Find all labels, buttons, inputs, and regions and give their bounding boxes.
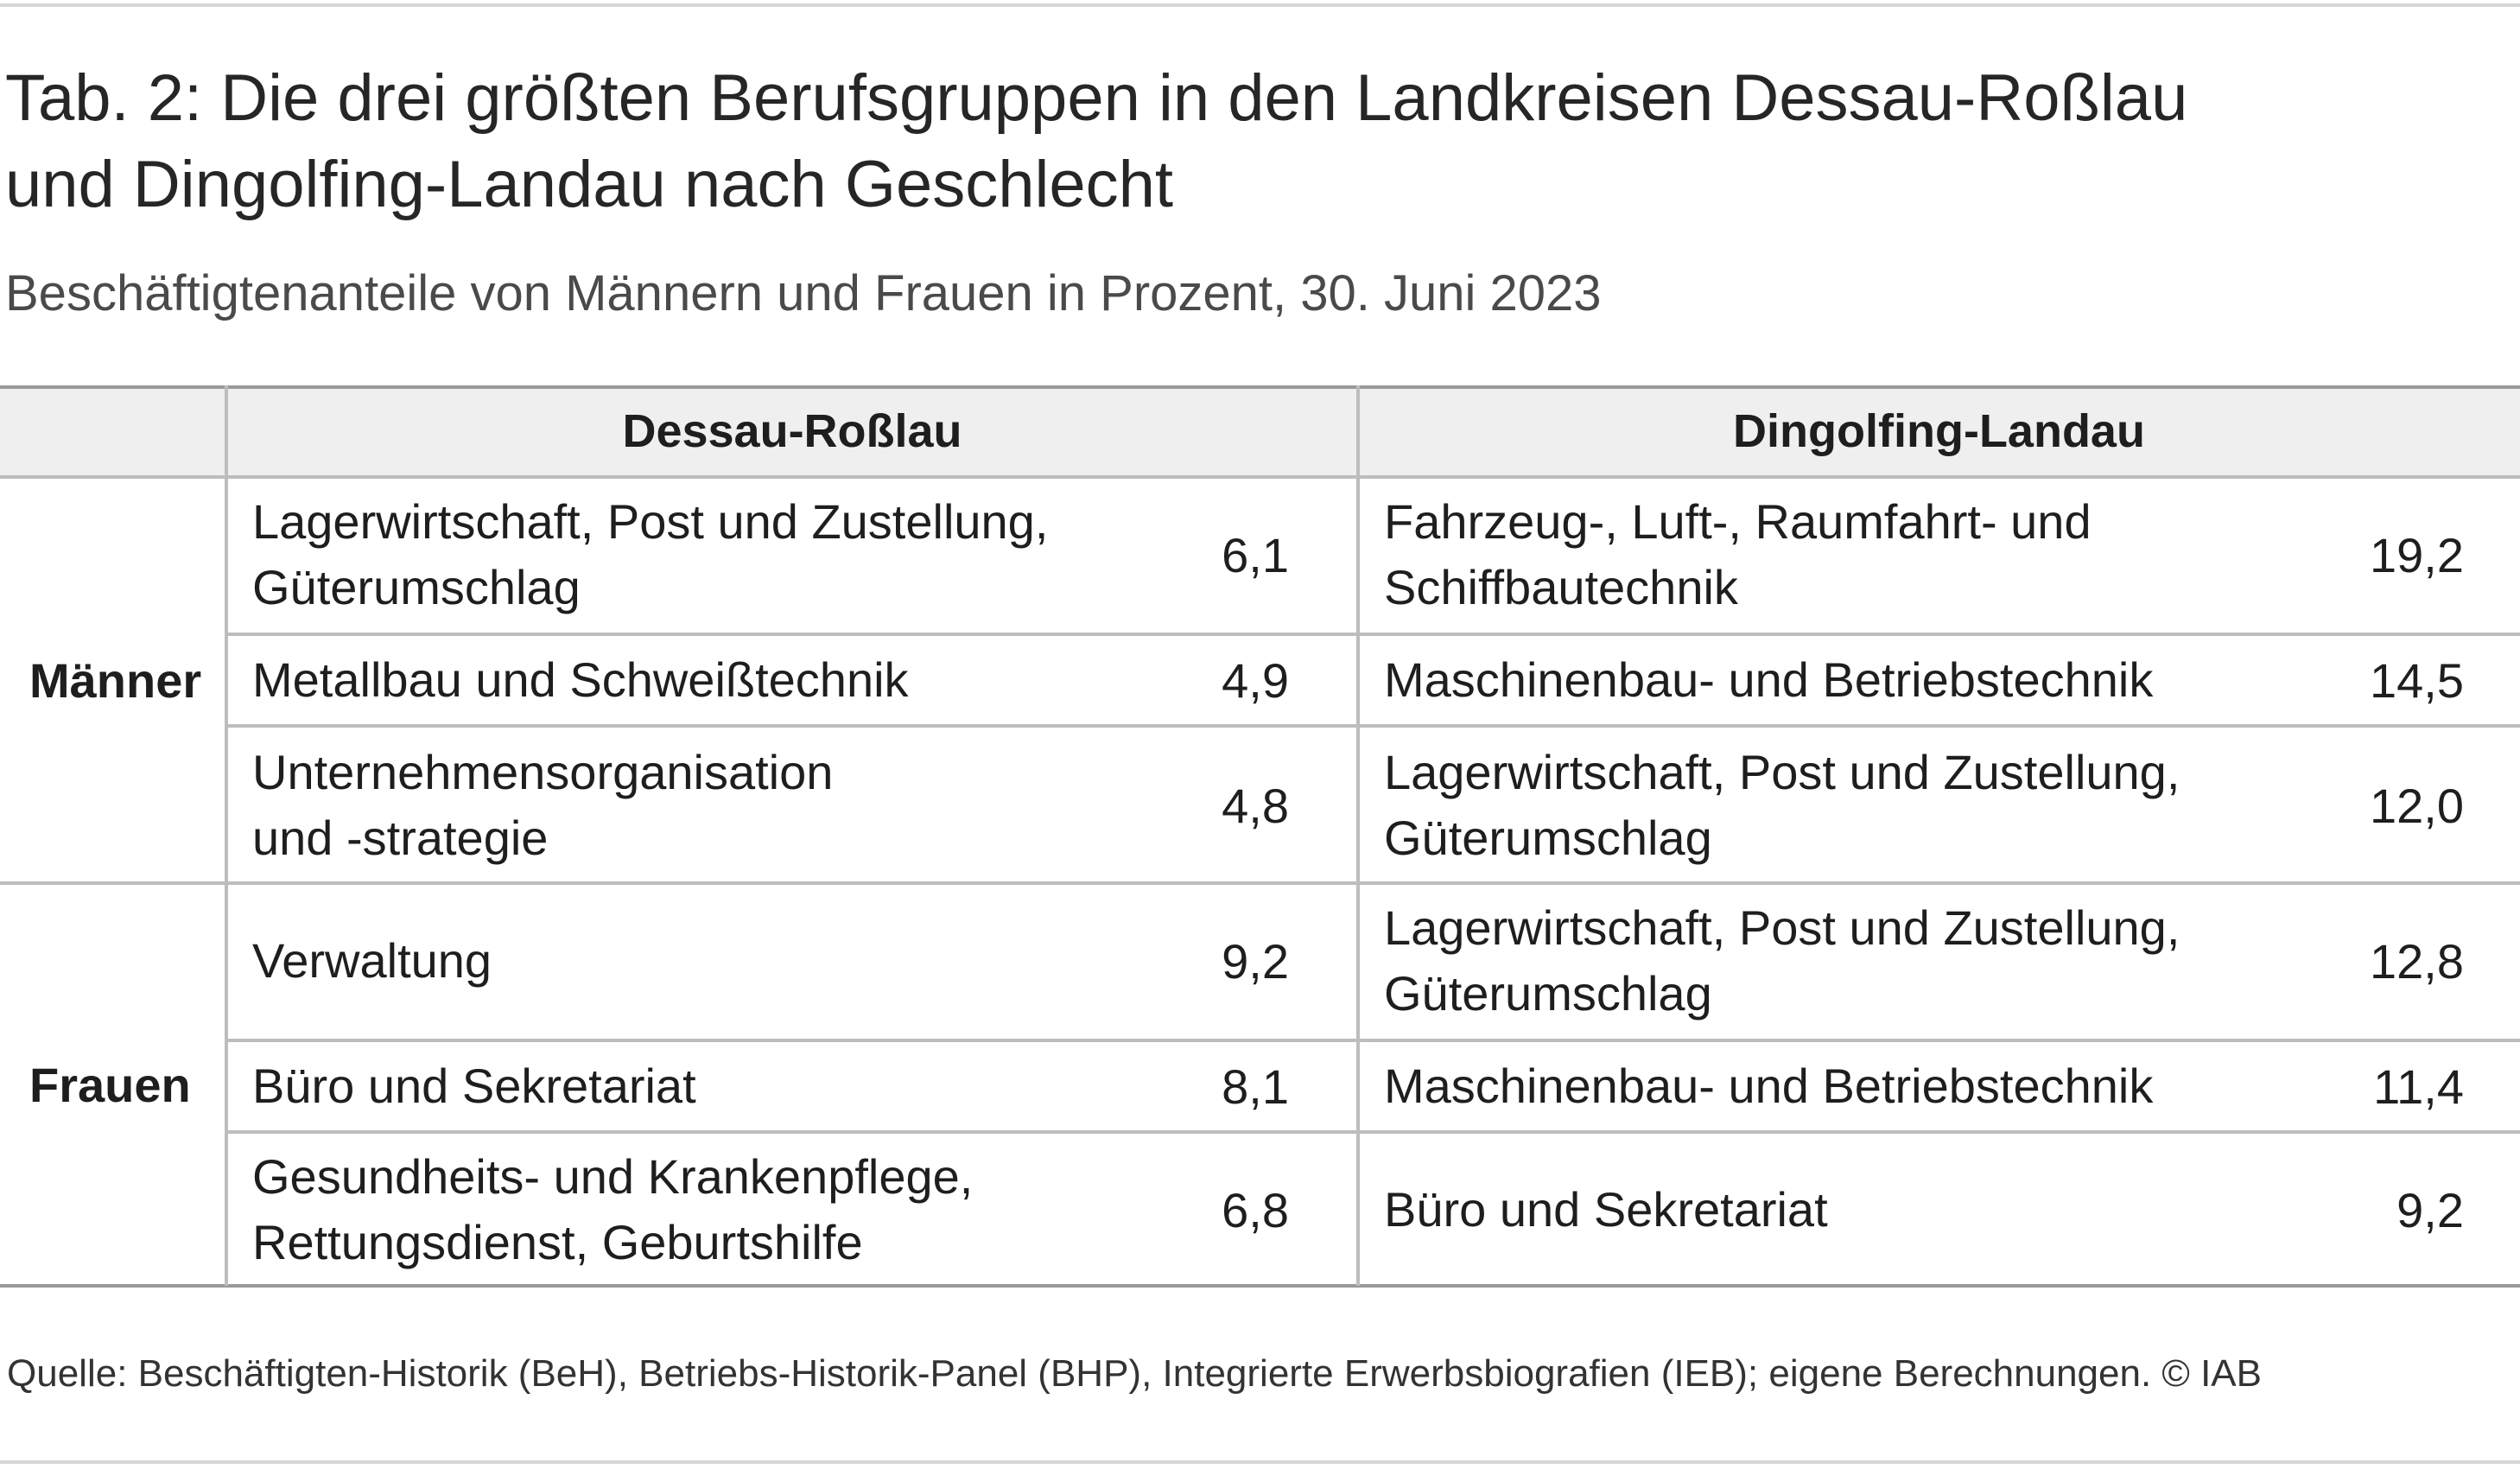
occupation-line: Güterumschlag — [252, 560, 581, 614]
title-line-2: und Dingolfing-Landau nach Geschlecht — [5, 148, 1174, 221]
occupation-line: Büro und Sekretariat — [252, 1059, 696, 1113]
table-cell-value: 12,0 — [2370, 778, 2464, 833]
table-cell-occupation: Maschinenbau- und Betriebstechnik — [1384, 636, 2334, 724]
table-cell-value: 8,1 — [1222, 1059, 1289, 1114]
table-cell-value: 19,2 — [2370, 527, 2464, 582]
table-header-row — [0, 385, 2520, 477]
occupation-line: Büro und Sekretariat — [1384, 1182, 1828, 1237]
source-note: Quelle: Beschäftigten-Historik (BeH), Be… — [7, 1352, 2262, 1395]
group-divider — [0, 881, 2520, 885]
table-cell-occupation: Metallbau und Schweißtechnik — [252, 636, 1203, 724]
occupation-line: Maschinenbau- und Betriebstechnik — [1384, 652, 2154, 707]
table-cell-occupation: Gesundheits- und Krankenpflege, Rettungsd… — [252, 1134, 1203, 1286]
table-cell-value: 6,1 — [1222, 527, 1289, 582]
table-title: Tab. 2: Die drei größten Berufsgruppen i… — [5, 55, 2493, 228]
occupation-line: Güterumschlag — [1384, 811, 1712, 865]
occupation-line: Schiffbautechnik — [1384, 560, 1738, 614]
table-cell-value: 6,8 — [1222, 1182, 1289, 1237]
table-cell-value: 11,4 — [2373, 1059, 2464, 1114]
occupation-line: Güterumschlag — [1384, 966, 1712, 1021]
column-divider — [1356, 385, 1360, 1286]
table-cell-occupation: Maschinenbau- und Betriebstechnik — [1384, 1042, 2334, 1130]
column-header-dessau: Dessau-Roßlau — [622, 405, 962, 457]
table-cell-occupation: Verwaltung — [252, 883, 1203, 1039]
column-divider — [225, 385, 228, 1286]
row-divider — [226, 1039, 2520, 1042]
table-bottom-border — [0, 1284, 2520, 1288]
occupation-line: Verwaltung — [252, 933, 492, 988]
occupation-line: Gesundheits- und Krankenpflege, — [252, 1149, 974, 1204]
occupation-table: Dessau-Roßlau Dingolfing-Landau Männer F… — [0, 385, 2520, 1288]
row-divider — [226, 633, 2520, 636]
table-cell-value: 12,8 — [2370, 933, 2464, 989]
group-label-maenner: Männer — [29, 652, 202, 708]
occupation-line: Fahrzeug-, Luft-, Raumfahrt- und — [1384, 494, 2092, 549]
table-top-border — [0, 385, 2520, 389]
occupation-line: Maschinenbau- und Betriebstechnik — [1384, 1059, 2154, 1113]
occupation-line: Unternehmensorganisation — [252, 745, 834, 799]
table-cell-occupation: Unternehmensorganisation und -strategie — [252, 728, 1203, 883]
occupation-line: Metallbau und Schweißtechnik — [252, 652, 909, 707]
top-rule — [0, 3, 2520, 7]
table-cell-occupation: Fahrzeug-, Luft-, Raumfahrt- und Schiffba… — [1384, 477, 2334, 633]
table-cell-value: 4,9 — [1222, 652, 1289, 708]
occupation-line: Lagerwirtschaft, Post und Zustellung, — [1384, 900, 2180, 955]
table-subtitle: Beschäftigtenanteile von Männern und Fra… — [5, 265, 1602, 321]
table-cell-occupation: Büro und Sekretariat — [252, 1042, 1203, 1130]
occupation-line: Lagerwirtschaft, Post und Zustellung, — [252, 494, 1049, 549]
table-cell-value: 4,8 — [1222, 778, 1289, 833]
occupation-line: und -strategie — [252, 811, 549, 865]
bottom-rule — [0, 1460, 2520, 1464]
table-cell-occupation: Büro und Sekretariat — [1384, 1134, 2334, 1286]
table-cell-occupation: Lagerwirtschaft, Post und Zustellung, Güt… — [252, 477, 1203, 633]
column-header-dingolfing: Dingolfing-Landau — [1733, 405, 2145, 457]
table-cell-occupation: Lagerwirtschaft, Post und Zustellung, Güt… — [1384, 883, 2334, 1039]
header-divider — [0, 475, 2520, 479]
group-label-frauen: Frauen — [29, 1057, 191, 1112]
title-line-1: Tab. 2: Die drei größten Berufsgruppen i… — [5, 61, 2188, 135]
table-cell-occupation: Lagerwirtschaft, Post und Zustellung, Güt… — [1384, 728, 2334, 883]
table-cell-value: 9,2 — [2396, 1182, 2464, 1237]
row-divider — [226, 1130, 2520, 1134]
row-divider — [226, 724, 2520, 728]
table-cell-value: 14,5 — [2370, 652, 2464, 708]
occupation-line: Rettungsdienst, Geburtshilfe — [252, 1215, 863, 1269]
occupation-line: Lagerwirtschaft, Post und Zustellung, — [1384, 745, 2180, 799]
table-cell-value: 9,2 — [1222, 933, 1289, 989]
